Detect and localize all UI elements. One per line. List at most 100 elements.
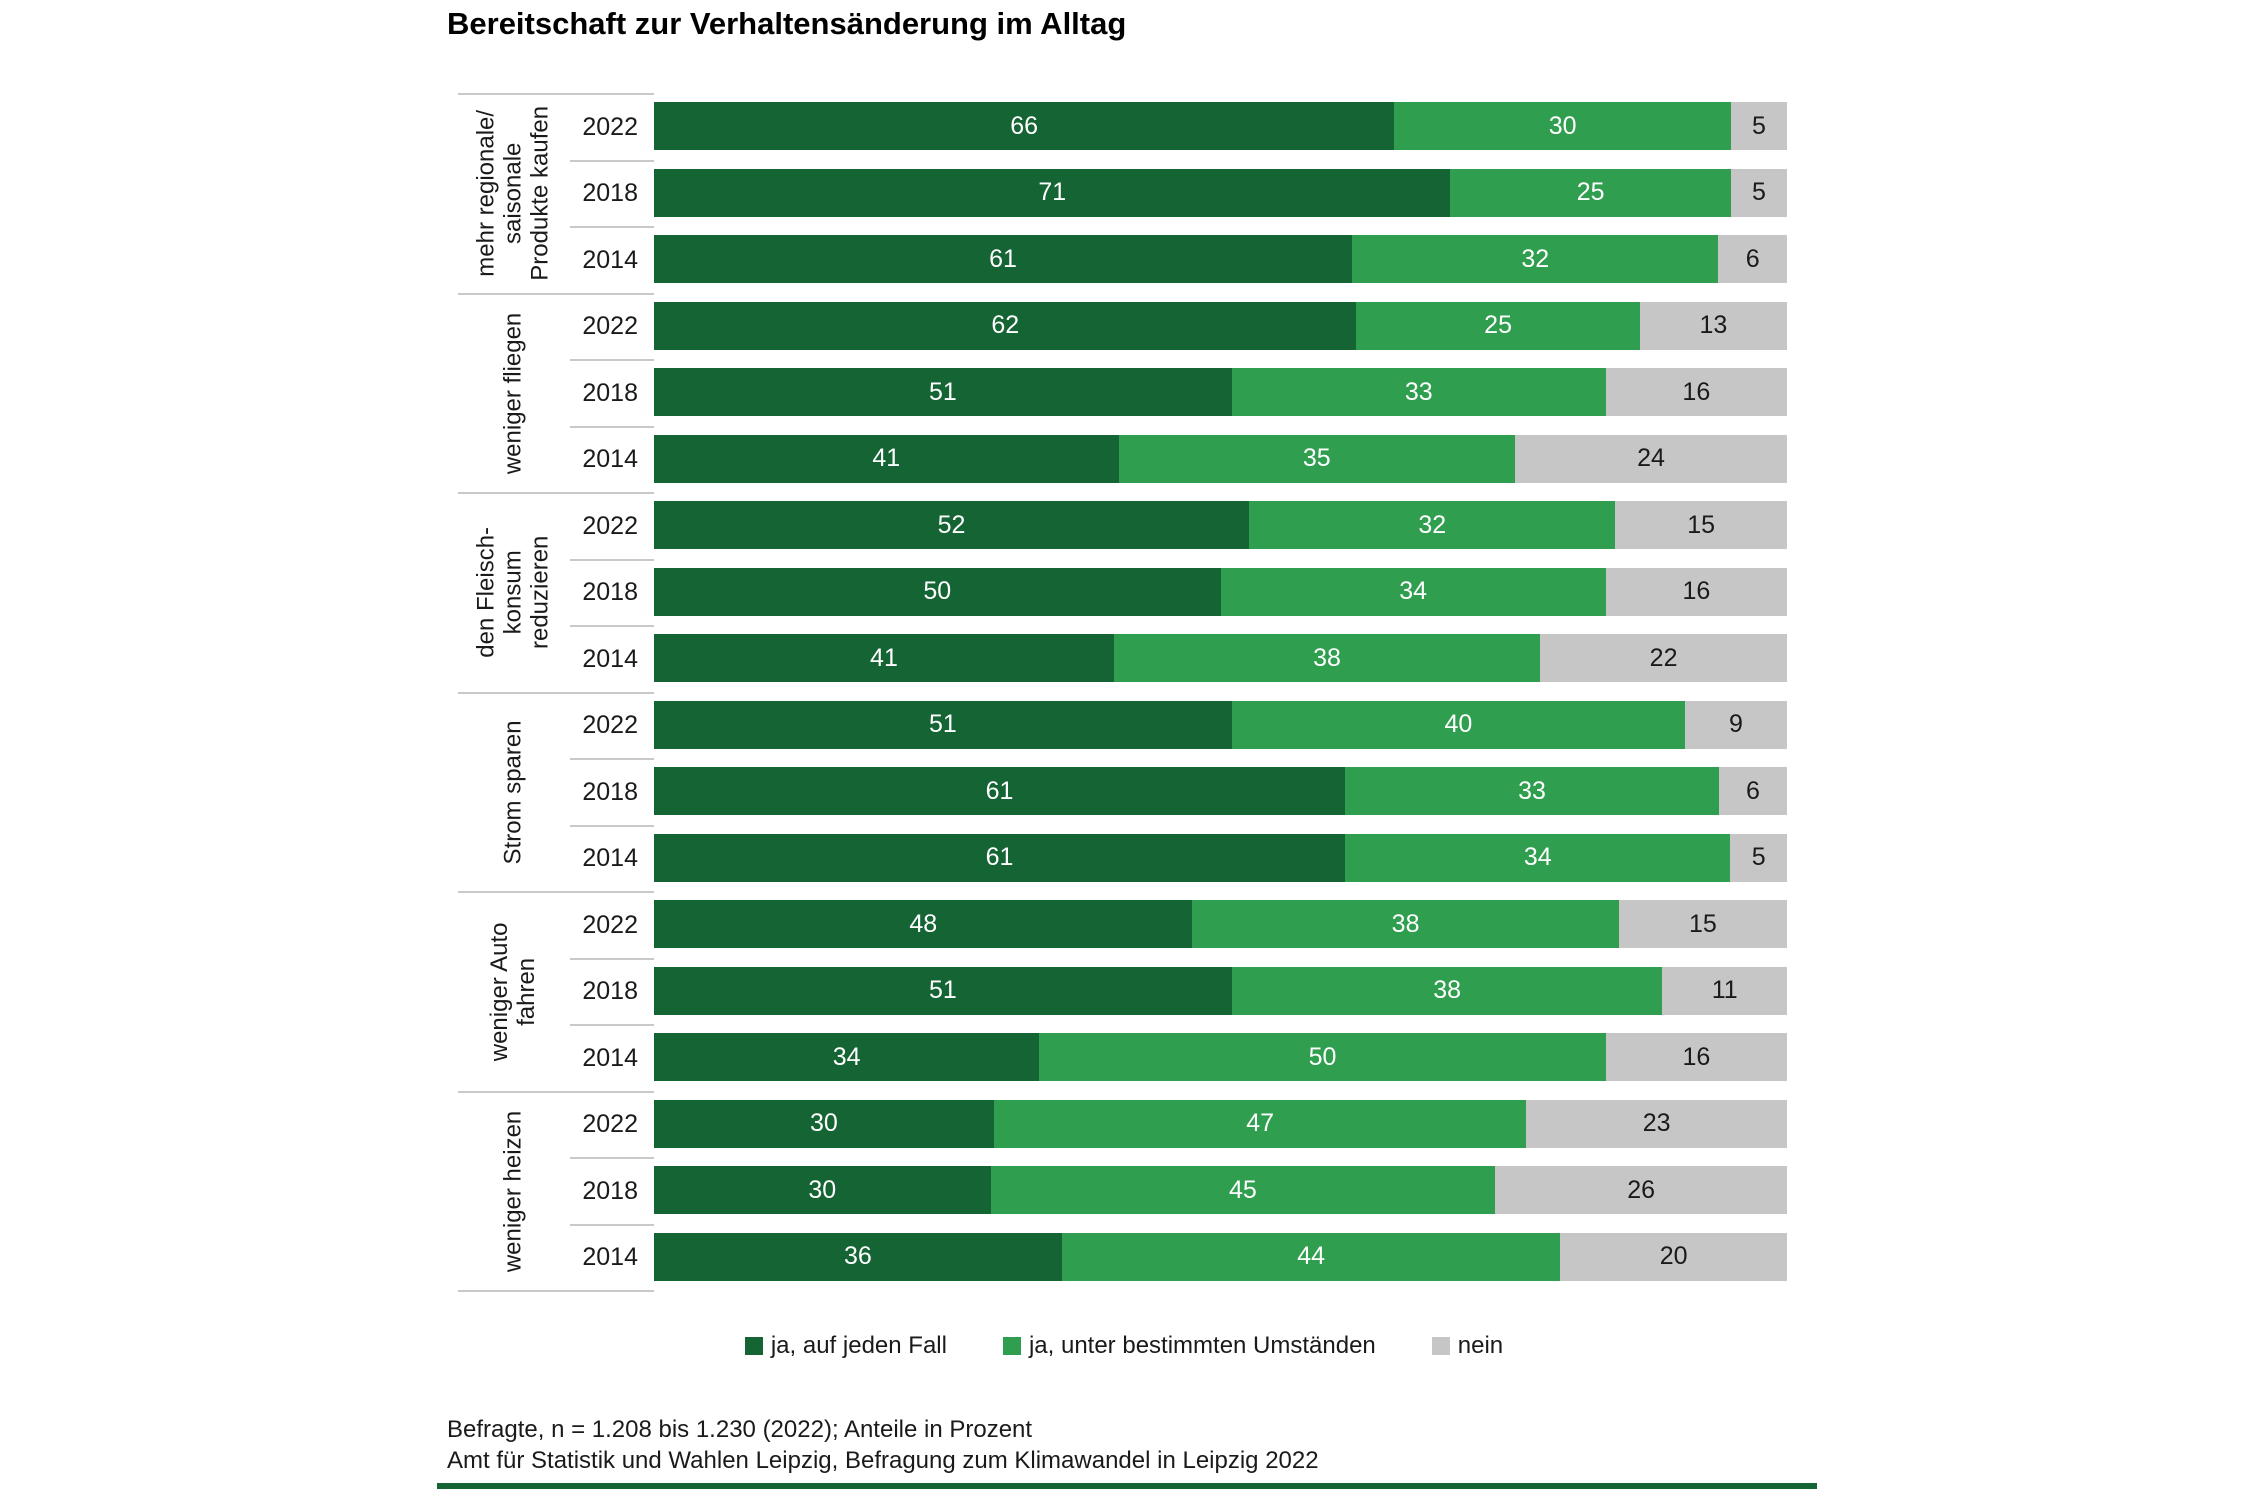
stacked-bar: 41 35 24 bbox=[654, 434, 1787, 483]
stacked-bar: 51 40 9 bbox=[654, 700, 1787, 749]
legend-swatch-dark-green bbox=[744, 1337, 763, 1355]
bar-segment-nein: 5 bbox=[1730, 102, 1787, 150]
stacked-bar: 30 45 26 bbox=[654, 1166, 1787, 1214]
bar-row: 41 35 24 bbox=[654, 426, 1787, 493]
bar-segment-ja-unter-bestimmten-umstaenden: 38 bbox=[1113, 634, 1541, 682]
year-label: 2018 bbox=[570, 558, 654, 626]
stacked-bar: 34 50 16 bbox=[654, 1033, 1787, 1081]
bar-row: 51 33 16 bbox=[654, 359, 1787, 426]
year-label: 2022 bbox=[570, 691, 654, 759]
bar-segment-nein: 20 bbox=[1560, 1232, 1787, 1281]
bar-row: 61 33 6 bbox=[654, 758, 1787, 825]
segment-value: 33 bbox=[1518, 776, 1546, 805]
year-label: 2018 bbox=[570, 758, 654, 825]
category-cell: mehr regionale/ saisonale Produkte kaufe… bbox=[458, 93, 570, 293]
category-label: den Fleisch- konsum reduzieren bbox=[472, 527, 554, 659]
bar-segment-ja-unter-bestimmten-umstaenden: 30 bbox=[1394, 102, 1731, 150]
legend-swatch-medium-green bbox=[1002, 1337, 1021, 1355]
segment-value: 51 bbox=[929, 377, 957, 406]
stacked-bar: 62 25 13 bbox=[654, 301, 1787, 350]
stacked-bar: 66 30 5 bbox=[654, 102, 1787, 150]
bar-segment-ja-auf-jeden-fall: 61 bbox=[654, 235, 1353, 283]
source-note-line1: Befragte, n = 1.208 bis 1.230 (2022); An… bbox=[447, 1416, 1033, 1443]
legend-item-nein: nein bbox=[1431, 1332, 1503, 1360]
segment-value: 22 bbox=[1649, 643, 1678, 672]
bar-segment-ja-auf-jeden-fall: 51 bbox=[654, 368, 1232, 416]
stacked-bar: 61 32 6 bbox=[654, 235, 1787, 283]
segment-value: 47 bbox=[1246, 1109, 1275, 1137]
segment-value: 20 bbox=[1659, 1242, 1688, 1270]
bar-segment-ja-unter-bestimmten-umstaenden: 35 bbox=[1118, 434, 1516, 483]
bar-row: 62 25 13 bbox=[654, 293, 1787, 360]
year-label: 2014 bbox=[570, 226, 654, 293]
bar-segment-ja-auf-jeden-fall: 61 bbox=[654, 767, 1346, 815]
segment-value: 50 bbox=[923, 577, 952, 605]
year-label: 2018 bbox=[570, 359, 654, 426]
stacked-bar: 30 47 23 bbox=[654, 1099, 1787, 1148]
bar-segment-nein: 6 bbox=[1718, 235, 1787, 283]
category-cell: weniger Auto fahren bbox=[458, 891, 570, 1091]
bar-segment-ja-unter-bestimmten-umstaenden: 38 bbox=[1192, 900, 1619, 948]
bar-segment-ja-auf-jeden-fall: 51 bbox=[654, 700, 1232, 749]
bar-segment-nein: 22 bbox=[1540, 634, 1787, 682]
segment-value: 51 bbox=[929, 976, 957, 1004]
bar-row: 48 38 15 bbox=[654, 891, 1787, 958]
legend-label: ja, unter bestimmten Umständen bbox=[1028, 1332, 1376, 1359]
chart-legend: ja, auf jeden Fall ja, unter bestimmten … bbox=[458, 1332, 1790, 1360]
segment-value: 38 bbox=[1433, 976, 1461, 1004]
segment-value: 24 bbox=[1637, 444, 1665, 472]
year-label: 2014 bbox=[570, 1223, 654, 1291]
bar-row: 61 34 5 bbox=[654, 825, 1787, 892]
bar-segment-ja-unter-bestimmten-umstaenden: 44 bbox=[1061, 1232, 1561, 1281]
bar-row: 61 32 6 bbox=[654, 226, 1787, 293]
stacked-bar: 51 33 16 bbox=[654, 368, 1787, 416]
stacked-bar: 61 33 6 bbox=[654, 767, 1787, 815]
bar-segment-ja-auf-jeden-fall: 52 bbox=[654, 501, 1250, 549]
bar-segment-ja-unter-bestimmten-umstaenden: 32 bbox=[1352, 235, 1719, 283]
segment-value: 6 bbox=[1745, 244, 1760, 273]
bar-segment-nein: 24 bbox=[1515, 434, 1787, 483]
bar-segment-ja-auf-jeden-fall: 71 bbox=[654, 168, 1451, 217]
segment-value: 33 bbox=[1404, 377, 1433, 406]
year-label: 2014 bbox=[570, 1024, 654, 1091]
bar-segment-ja-auf-jeden-fall: 48 bbox=[654, 900, 1193, 948]
segment-value: 15 bbox=[1687, 510, 1716, 539]
segment-value: 34 bbox=[1523, 843, 1552, 871]
year-label: 2022 bbox=[570, 492, 654, 559]
bar-segment-ja-unter-bestimmten-umstaenden: 25 bbox=[1356, 301, 1640, 350]
bar-segment-ja-auf-jeden-fall: 41 bbox=[654, 634, 1114, 682]
category-label: Strom sparen bbox=[499, 720, 527, 865]
bar-row: 30 45 26 bbox=[654, 1157, 1787, 1224]
year-label: 2014 bbox=[570, 824, 654, 892]
bar-row: 41 38 22 bbox=[654, 625, 1787, 692]
segment-value: 15 bbox=[1688, 909, 1717, 938]
segment-value: 41 bbox=[870, 643, 898, 672]
segment-value: 25 bbox=[1576, 178, 1605, 206]
segment-value: 16 bbox=[1682, 377, 1711, 406]
segment-value: 32 bbox=[1521, 244, 1550, 273]
segment-value: 13 bbox=[1699, 311, 1728, 339]
bar-segment-ja-auf-jeden-fall: 51 bbox=[654, 966, 1232, 1015]
bar-segment-nein: 26 bbox=[1495, 1166, 1787, 1214]
bar-segment-ja-auf-jeden-fall: 50 bbox=[654, 567, 1221, 616]
segment-value: 61 bbox=[989, 244, 1017, 273]
segment-value: 61 bbox=[985, 843, 1014, 871]
stacked-bar: 41 38 22 bbox=[654, 634, 1787, 682]
bar-segment-nein: 5 bbox=[1730, 168, 1787, 217]
segment-value: 25 bbox=[1484, 311, 1512, 339]
segment-value: 38 bbox=[1313, 643, 1341, 672]
segment-value: 51 bbox=[929, 710, 957, 738]
year-label: 2022 bbox=[570, 292, 654, 360]
bar-segment-ja-auf-jeden-fall: 66 bbox=[654, 102, 1395, 150]
year-label: 2022 bbox=[570, 891, 654, 958]
year-label: 2014 bbox=[570, 625, 654, 692]
stacked-bar: 52 32 15 bbox=[654, 501, 1787, 549]
bar-segment-ja-unter-bestimmten-umstaenden: 33 bbox=[1231, 368, 1606, 416]
bar-row: 36 44 20 bbox=[654, 1224, 1787, 1291]
source-note-line2: Amt für Statistik und Wahlen Leipzig, Be… bbox=[447, 1447, 1319, 1474]
segment-value: 23 bbox=[1642, 1109, 1671, 1137]
category-label: weniger Auto fahren bbox=[486, 922, 540, 1062]
year-label: 2014 bbox=[570, 425, 654, 493]
bar-segment-ja-unter-bestimmten-umstaenden: 40 bbox=[1231, 700, 1686, 749]
bar-segment-ja-unter-bestimmten-umstaenden: 50 bbox=[1039, 1033, 1606, 1081]
